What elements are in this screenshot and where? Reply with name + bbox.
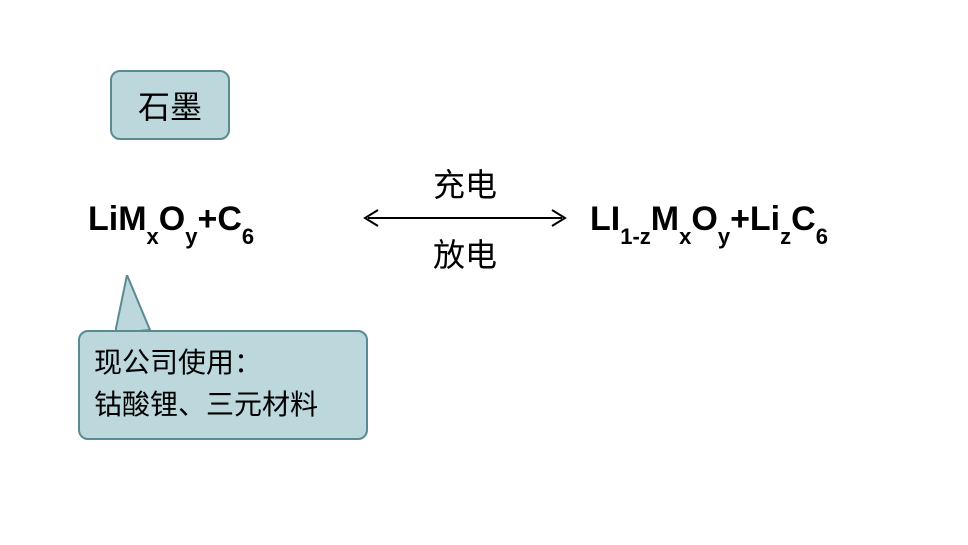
callout-materials-tail (115, 275, 165, 335)
formula-right-p7: z (780, 224, 791, 249)
formula-right-p5: y (718, 224, 730, 249)
formula-right-p2: M (651, 200, 679, 238)
double-arrow-icon (360, 208, 570, 228)
arrow-label-charge: 充电 (355, 160, 575, 206)
formula-left: LiMxOy+C6 (88, 200, 254, 244)
formula-left-p4: +C (198, 200, 242, 238)
formula-right-p1: 1-z (620, 224, 651, 249)
formula-right-p6: +Li (730, 200, 780, 238)
callout-graphite-text: 石墨 (138, 82, 202, 128)
formula-right-p4: O (691, 200, 717, 238)
formula-right: LI1-zMxOy+LizC6 (590, 200, 828, 244)
formula-right-p3: x (679, 224, 691, 249)
formula-left-p2: O (159, 200, 185, 238)
formula-left-p3: y (185, 224, 197, 249)
callout-materials-line2: 钴酸锂、三元材料 (94, 385, 366, 427)
formula-right-p0: LI (590, 200, 620, 238)
formula-left-p5: 6 (242, 224, 254, 249)
callout-materials: 现公司使用： 钴酸锂、三元材料 (78, 330, 368, 440)
callout-graphite: 石墨 (110, 70, 230, 140)
reaction-arrow-block: 充电 放电 (355, 160, 575, 276)
formula-left-p0: LiM (88, 200, 147, 238)
arrow-label-discharge: 放电 (355, 230, 575, 276)
formula-right-p9: 6 (816, 224, 828, 249)
formula-left-p1: x (147, 224, 159, 249)
callout-materials-line1: 现公司使用： (94, 343, 366, 385)
formula-right-p8: C (791, 200, 816, 238)
